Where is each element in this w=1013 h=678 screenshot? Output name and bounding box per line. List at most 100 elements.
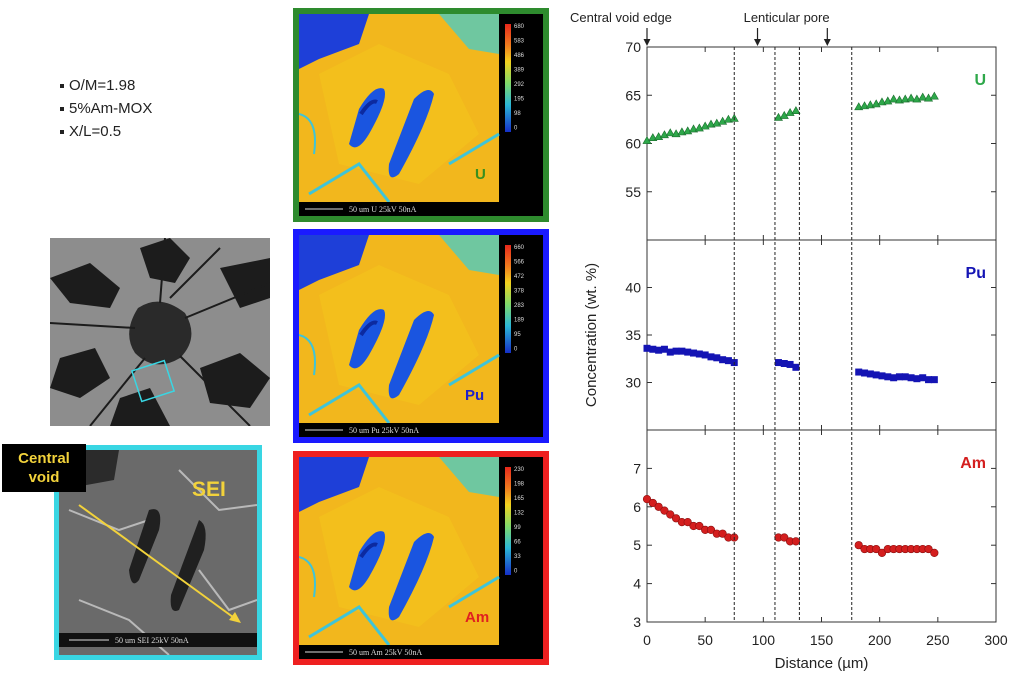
y-tick-label: 6 [633, 499, 641, 515]
sei-image: 50 um SEI 25kV 50nA [59, 450, 257, 655]
data-point-pu [719, 356, 727, 364]
data-point-pu [884, 373, 892, 381]
sei-label: SEI [192, 478, 226, 501]
colorbar-tick-label: 378 [514, 289, 525, 295]
data-point-pu [655, 346, 663, 354]
y-tick-label: 7 [633, 460, 641, 476]
data-point-pu [872, 371, 880, 379]
data-point-pu [672, 347, 680, 355]
data-point-pu [855, 368, 863, 376]
data-point-pu [919, 374, 927, 382]
data-point-pu [684, 348, 692, 356]
colorbar-tick-label: 283 [514, 303, 525, 309]
data-point-pu [786, 360, 794, 368]
y-tick-label: 65 [625, 87, 641, 103]
annotation-label: Lenticular pore [744, 10, 830, 25]
colorbar-tick-label: 486 [514, 53, 525, 59]
data-point-am [671, 514, 681, 523]
data-point-pu [660, 345, 668, 353]
condition-text: X/L=0.5 [69, 123, 122, 140]
data-point-am [683, 518, 692, 527]
am-map-label: Am [465, 609, 489, 626]
y-tick-label: 3 [633, 614, 641, 630]
panel-label-u: U [974, 72, 986, 89]
colorbar-tick-label: 230 [514, 467, 525, 473]
down-arrow-icon [643, 39, 651, 46]
pu-map-label: Pu [465, 387, 484, 404]
data-point-am [654, 502, 663, 511]
colorbar-tick-label: 292 [514, 82, 525, 88]
sem-overview-image [50, 238, 270, 426]
down-arrow-icon [823, 39, 831, 46]
region-of-interest-box [130, 359, 176, 403]
colorbar-tick-label: 165 [514, 496, 525, 502]
y-tick-label: 30 [625, 375, 641, 391]
data-point-pu [901, 373, 909, 381]
data-point-pu [649, 345, 657, 353]
sei-image-frame: 50 um SEI 25kV 50nA [54, 445, 262, 660]
data-point-am [877, 548, 887, 557]
annotation-label: Central void edge [570, 10, 672, 25]
x-tick-label: 150 [810, 632, 834, 648]
data-point-pu [792, 363, 800, 371]
x-tick-label: 50 [697, 632, 713, 648]
x-tick-label: 200 [868, 632, 892, 648]
arrow-head-icon [229, 612, 241, 623]
am-element-map: 50 um Am 25kV 50nA 230 198 165 132 99 66 33 0 Am [293, 451, 549, 665]
down-arrow-icon [754, 39, 762, 46]
panel-label-am: Am [960, 455, 986, 472]
u-map-image: 50 um U 25kV 50nA 680 583 486 389 292 195 98 0 U [299, 14, 543, 216]
data-point-am [872, 544, 881, 554]
condition-text: O/M=1.98 [69, 77, 136, 94]
y-tick-label: 4 [633, 576, 641, 592]
data-point-u [791, 106, 801, 114]
data-point-am [695, 521, 704, 531]
colorbar-tick-label: 95 [514, 332, 521, 338]
data-point-pu [780, 360, 788, 367]
pu-map-image: 50 um Pu 25kV 50nA 660 566 472 378 283 189 95 0 P… [299, 235, 543, 437]
am-map-image: 50 um Am 25kV 50nA 230 198 165 132 99 66 33 0 Am [299, 457, 543, 659]
u-element-map: 50 um U 25kV 50nA 680 583 486 389 292 195 98 0 U [293, 8, 549, 222]
y-tick-label: 70 [625, 39, 641, 55]
data-point-pu [701, 351, 709, 359]
bullet-icon [60, 83, 64, 88]
y-tick-label: 35 [625, 327, 641, 343]
chart-panel-u [646, 46, 997, 241]
data-point-u [665, 128, 675, 137]
sei-scale-text: 50 um SEI 25kV 50nA [115, 636, 189, 645]
colorbar-tick-label: 33 [514, 554, 521, 560]
data-point-pu [643, 344, 651, 352]
condition-item: X/L=0.5 [60, 120, 152, 143]
central-void-label: Central void [2, 444, 86, 492]
u-map-label: U [475, 166, 486, 183]
colorbar-tick-label: 583 [514, 39, 525, 45]
data-point-pu [913, 375, 921, 383]
condition-text: 5%Am-MOX [69, 100, 153, 117]
y-tick-label: 5 [633, 537, 641, 553]
map-scale-text: 50 um U 25kV 50nA [349, 205, 417, 214]
data-point-pu [707, 353, 715, 361]
map-scale-text: 50 um Pu 25kV 50nA [349, 426, 419, 435]
data-point-pu [930, 376, 938, 384]
colorbar-tick-label: 0 [514, 126, 518, 132]
x-tick-label: 250 [926, 632, 950, 648]
colorbar-tick-label: 189 [514, 318, 525, 324]
line-scan-arrow [78, 504, 238, 621]
data-point-pu [925, 376, 933, 384]
pu-element-map: 50 um Pu 25kV 50nA 660 566 472 378 283 189 95 0 P… [293, 229, 549, 443]
concentration-profile-chart: 55 60 65 70 U 30 35 40 Pu 3 4 5 6 7 Am 0 50 100 150 200 250 3… [570, 10, 1008, 672]
data-point-am [648, 498, 657, 508]
colorbar-tick-label: 132 [514, 511, 525, 517]
colorbar-tick-label: 99 [514, 525, 521, 531]
x-tick-label: 100 [752, 632, 776, 648]
data-point-am [854, 541, 863, 550]
data-point-u [906, 93, 916, 102]
bullet-icon [60, 106, 64, 111]
colorbar-tick-label: 66 [514, 540, 521, 546]
colorbar-tick-label: 0 [514, 347, 518, 353]
colorbar-tick-label: 389 [514, 68, 525, 74]
data-point-am [666, 510, 675, 519]
colorbar-tick-label: 472 [514, 274, 525, 280]
sample-conditions-list: O/M=1.98 5%Am-MOX X/L=0.5 [60, 74, 152, 143]
data-point-pu [866, 370, 874, 378]
